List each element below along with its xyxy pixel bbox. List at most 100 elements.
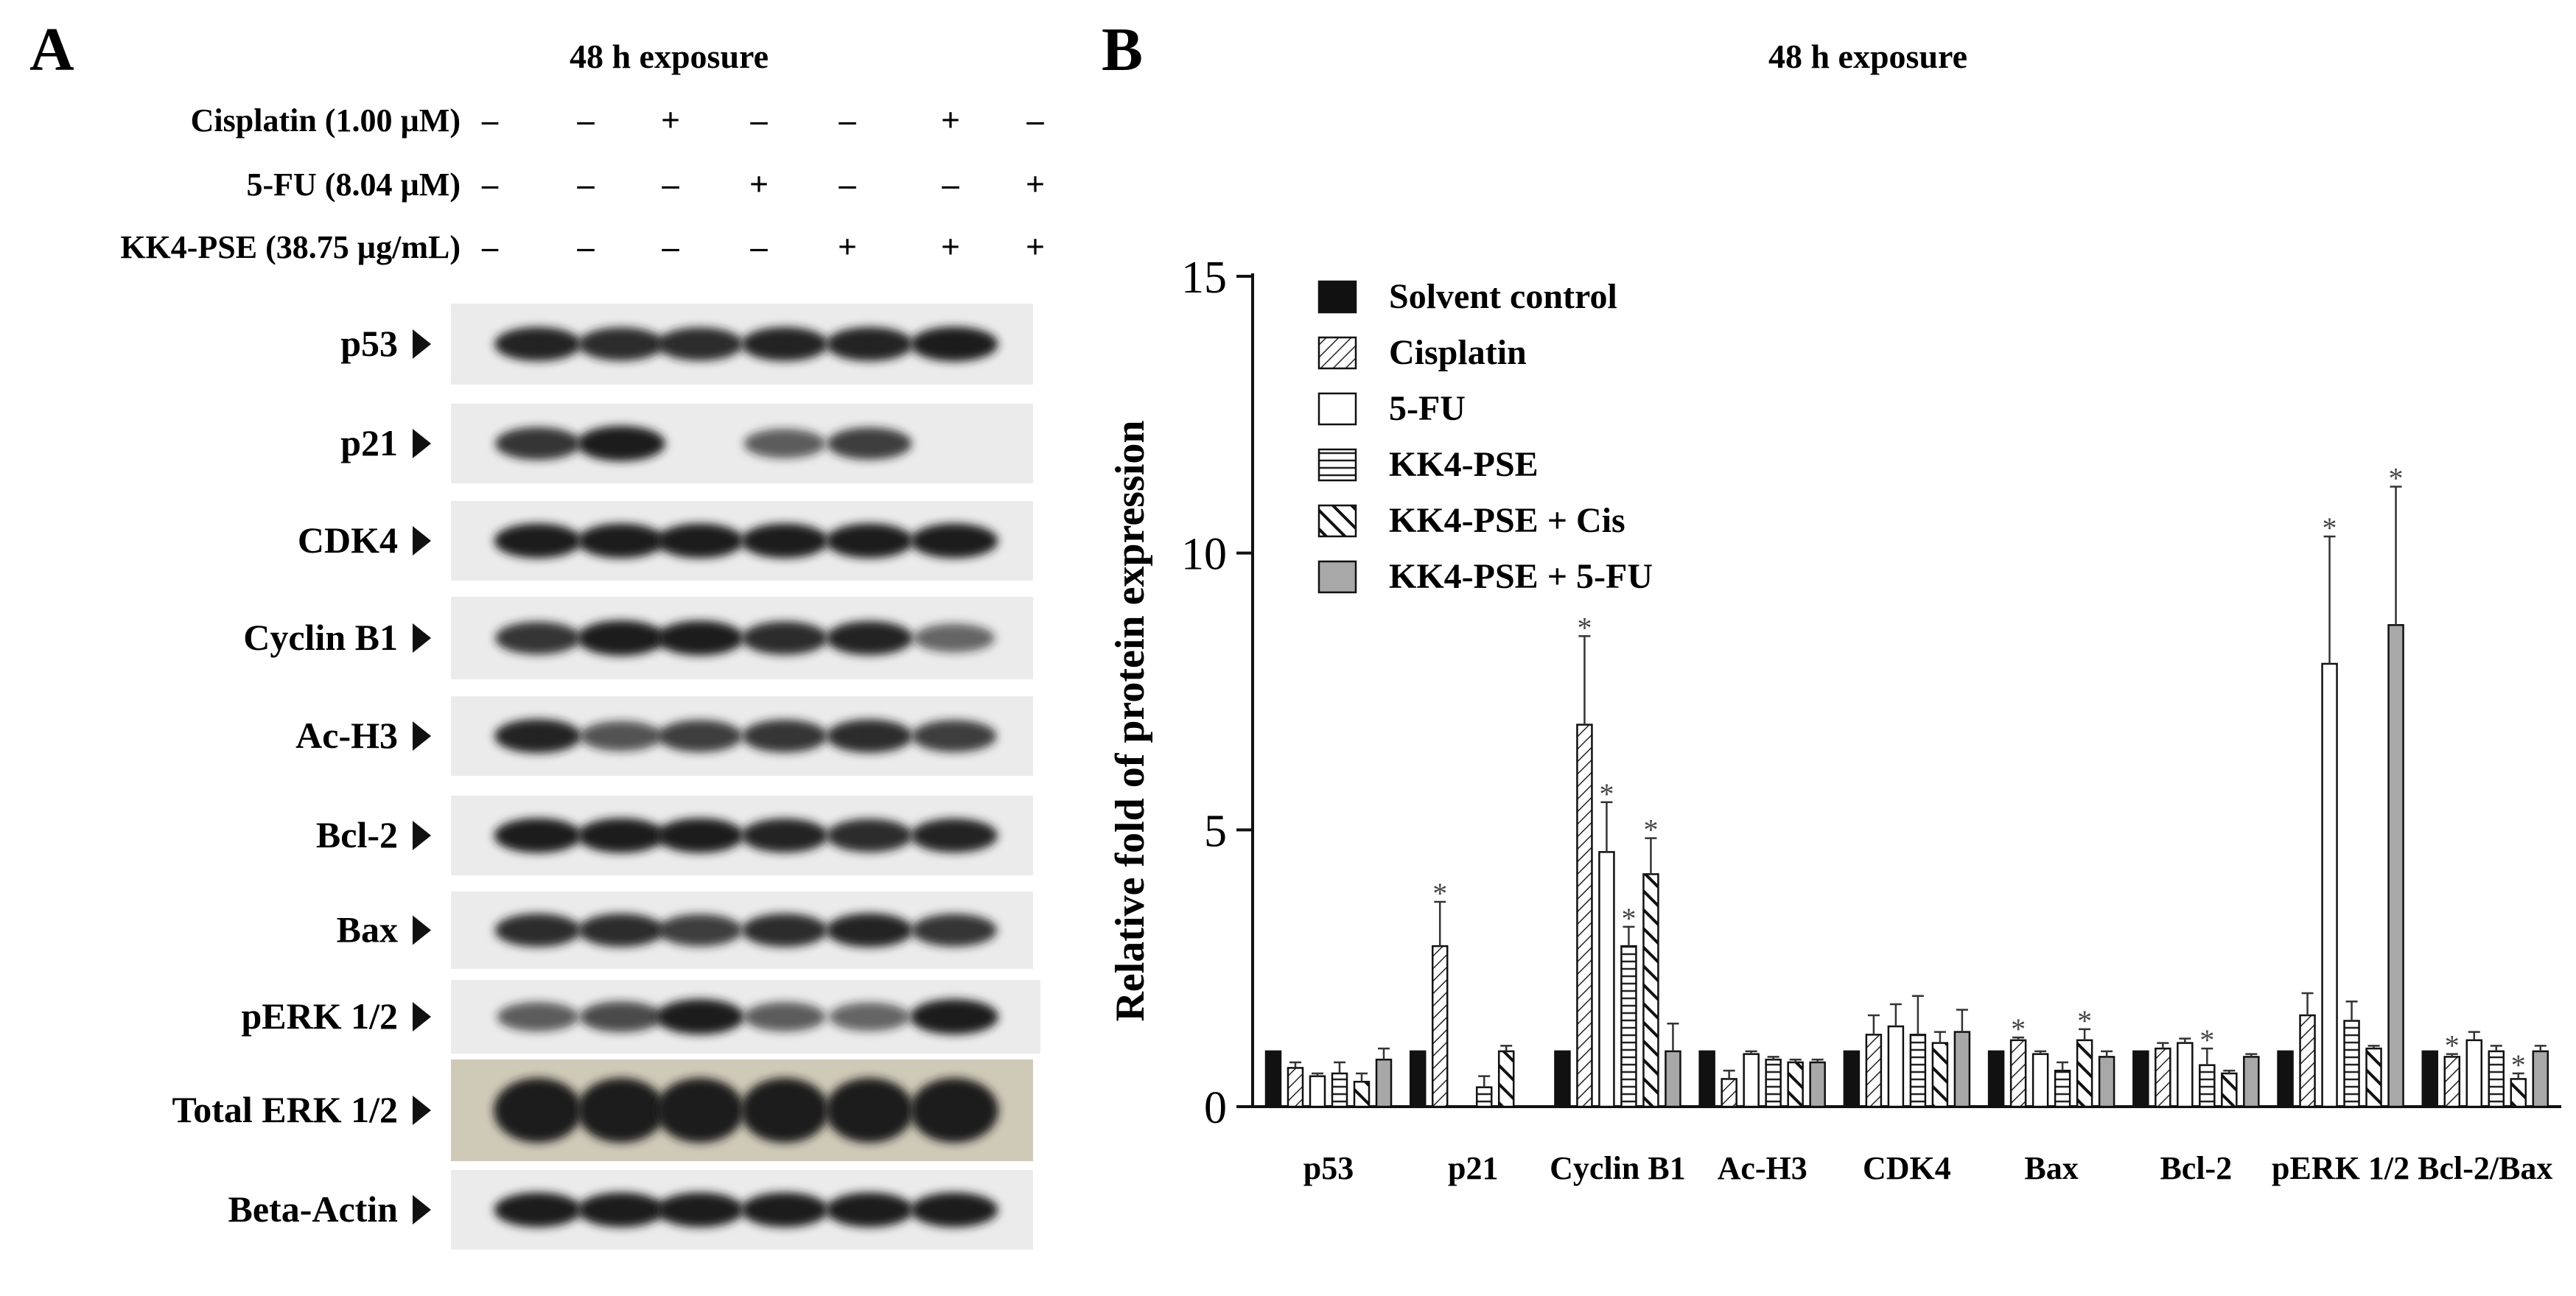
blot-band bbox=[741, 326, 828, 362]
blot-band bbox=[911, 914, 997, 947]
blot-band bbox=[494, 913, 581, 948]
significance-marker: * bbox=[2445, 1029, 2460, 1062]
blot-band bbox=[910, 1192, 998, 1227]
plus-mark: + bbox=[749, 165, 769, 203]
bar bbox=[1598, 851, 1615, 1108]
legend-label: Solvent control bbox=[1389, 277, 1617, 316]
bar bbox=[2098, 1056, 2115, 1108]
blot-label: Cyclin B1 bbox=[243, 617, 398, 658]
bar bbox=[1987, 1050, 2005, 1108]
bar bbox=[1721, 1078, 1737, 1108]
bar bbox=[1554, 1050, 1571, 1108]
treatment-label: KK4-PSE (38.75 µg/mL) bbox=[120, 229, 461, 265]
blot-label: Bax bbox=[337, 909, 398, 950]
legend-swatch bbox=[1317, 392, 1357, 426]
significance-marker: * bbox=[1621, 902, 1636, 935]
blot-band bbox=[656, 523, 744, 558]
bar bbox=[2031, 1053, 2049, 1108]
blot-band bbox=[910, 523, 998, 558]
bar bbox=[1698, 1050, 1715, 1108]
arrow-right-icon bbox=[413, 1002, 431, 1031]
blot-band bbox=[577, 1078, 665, 1143]
bar bbox=[2177, 1042, 2194, 1108]
bar bbox=[1287, 1067, 1304, 1108]
arrow-right-icon bbox=[413, 1096, 431, 1125]
blot-label: p53 bbox=[340, 323, 398, 364]
blot-band bbox=[910, 326, 998, 362]
legend-swatch bbox=[1317, 560, 1357, 594]
panel-b-letter: B bbox=[1102, 15, 1143, 84]
blot-band bbox=[494, 1192, 582, 1227]
x-tick-label: p53 bbox=[1303, 1150, 1354, 1186]
blot-band bbox=[743, 1002, 826, 1031]
blot-band bbox=[577, 620, 665, 656]
significance-marker: * bbox=[2199, 1023, 2214, 1057]
arrow-right-icon bbox=[413, 915, 431, 945]
legend-swatch bbox=[1317, 280, 1357, 314]
blot-band bbox=[910, 1078, 998, 1143]
legend-label: KK4-PSE bbox=[1389, 445, 1539, 484]
arrow-right-icon bbox=[413, 821, 431, 850]
bar bbox=[2299, 1014, 2316, 1108]
x-tick-label: CDK4 bbox=[1863, 1150, 1951, 1186]
minus-mark: – bbox=[750, 228, 769, 265]
bar bbox=[2510, 1078, 2527, 1108]
blot-band bbox=[826, 326, 913, 362]
bar bbox=[1497, 1050, 1515, 1108]
minus-mark: – bbox=[839, 101, 857, 139]
arrow-right-icon bbox=[413, 721, 431, 751]
blot-band bbox=[494, 326, 581, 362]
y-axis-label: Relative fold of protein expression bbox=[1107, 420, 1153, 1021]
blot-band bbox=[825, 523, 914, 558]
bar bbox=[2009, 1039, 2027, 1108]
bar bbox=[2343, 1020, 2360, 1108]
blot-band bbox=[826, 719, 913, 753]
minus-mark: – bbox=[577, 228, 595, 265]
x-tick-label: p21 bbox=[1448, 1150, 1498, 1186]
bar bbox=[2076, 1039, 2093, 1108]
blot-label: CDK4 bbox=[298, 519, 398, 561]
bar bbox=[1409, 1050, 1427, 1108]
bar bbox=[1642, 873, 1659, 1108]
blot-band bbox=[656, 1192, 744, 1227]
bar bbox=[2488, 1050, 2505, 1108]
minus-mark: – bbox=[577, 101, 595, 139]
blot-band bbox=[657, 914, 743, 947]
legend-swatch bbox=[1317, 504, 1357, 538]
blot-band bbox=[494, 818, 582, 853]
bar bbox=[2199, 1064, 2216, 1108]
treatment-label: Cisplatin (1.00 µM) bbox=[191, 102, 461, 139]
blot-band bbox=[741, 621, 828, 655]
minus-mark: – bbox=[577, 165, 595, 203]
arrow-right-icon bbox=[413, 329, 431, 359]
bar bbox=[1576, 724, 1593, 1108]
blot-band bbox=[494, 523, 582, 558]
bar bbox=[1809, 1061, 1826, 1108]
bar bbox=[2155, 1047, 2171, 1108]
bar bbox=[2132, 1050, 2149, 1108]
plus-mark: + bbox=[661, 101, 680, 139]
blot-band bbox=[829, 1002, 910, 1031]
blot-label: Total ERK 1/2 bbox=[172, 1089, 398, 1130]
treatment-label-dash: – bbox=[481, 229, 499, 265]
blot-band bbox=[741, 913, 828, 948]
blot-band bbox=[741, 1078, 829, 1143]
blot-band bbox=[826, 819, 913, 852]
blot-band bbox=[578, 327, 665, 361]
x-tick-label: Bax bbox=[2024, 1150, 2078, 1186]
blot-band bbox=[914, 623, 995, 653]
blot-band bbox=[577, 426, 665, 461]
bar bbox=[1953, 1031, 1971, 1108]
bar bbox=[2054, 1069, 2071, 1108]
treatment-table: Cisplatin (1.00 µM) – – + – – + –5-FU (8.04 µM)… bbox=[120, 101, 1045, 265]
bar bbox=[1375, 1058, 1393, 1108]
blot-band bbox=[494, 1078, 582, 1143]
plus-mark: + bbox=[838, 228, 857, 265]
blot-band bbox=[577, 1192, 665, 1227]
blot-band bbox=[911, 818, 998, 853]
legend-swatch bbox=[1317, 336, 1357, 370]
blot-band bbox=[826, 620, 913, 656]
bar bbox=[2465, 1039, 2483, 1108]
blot-band bbox=[579, 1001, 663, 1032]
bar bbox=[1475, 1086, 1493, 1108]
